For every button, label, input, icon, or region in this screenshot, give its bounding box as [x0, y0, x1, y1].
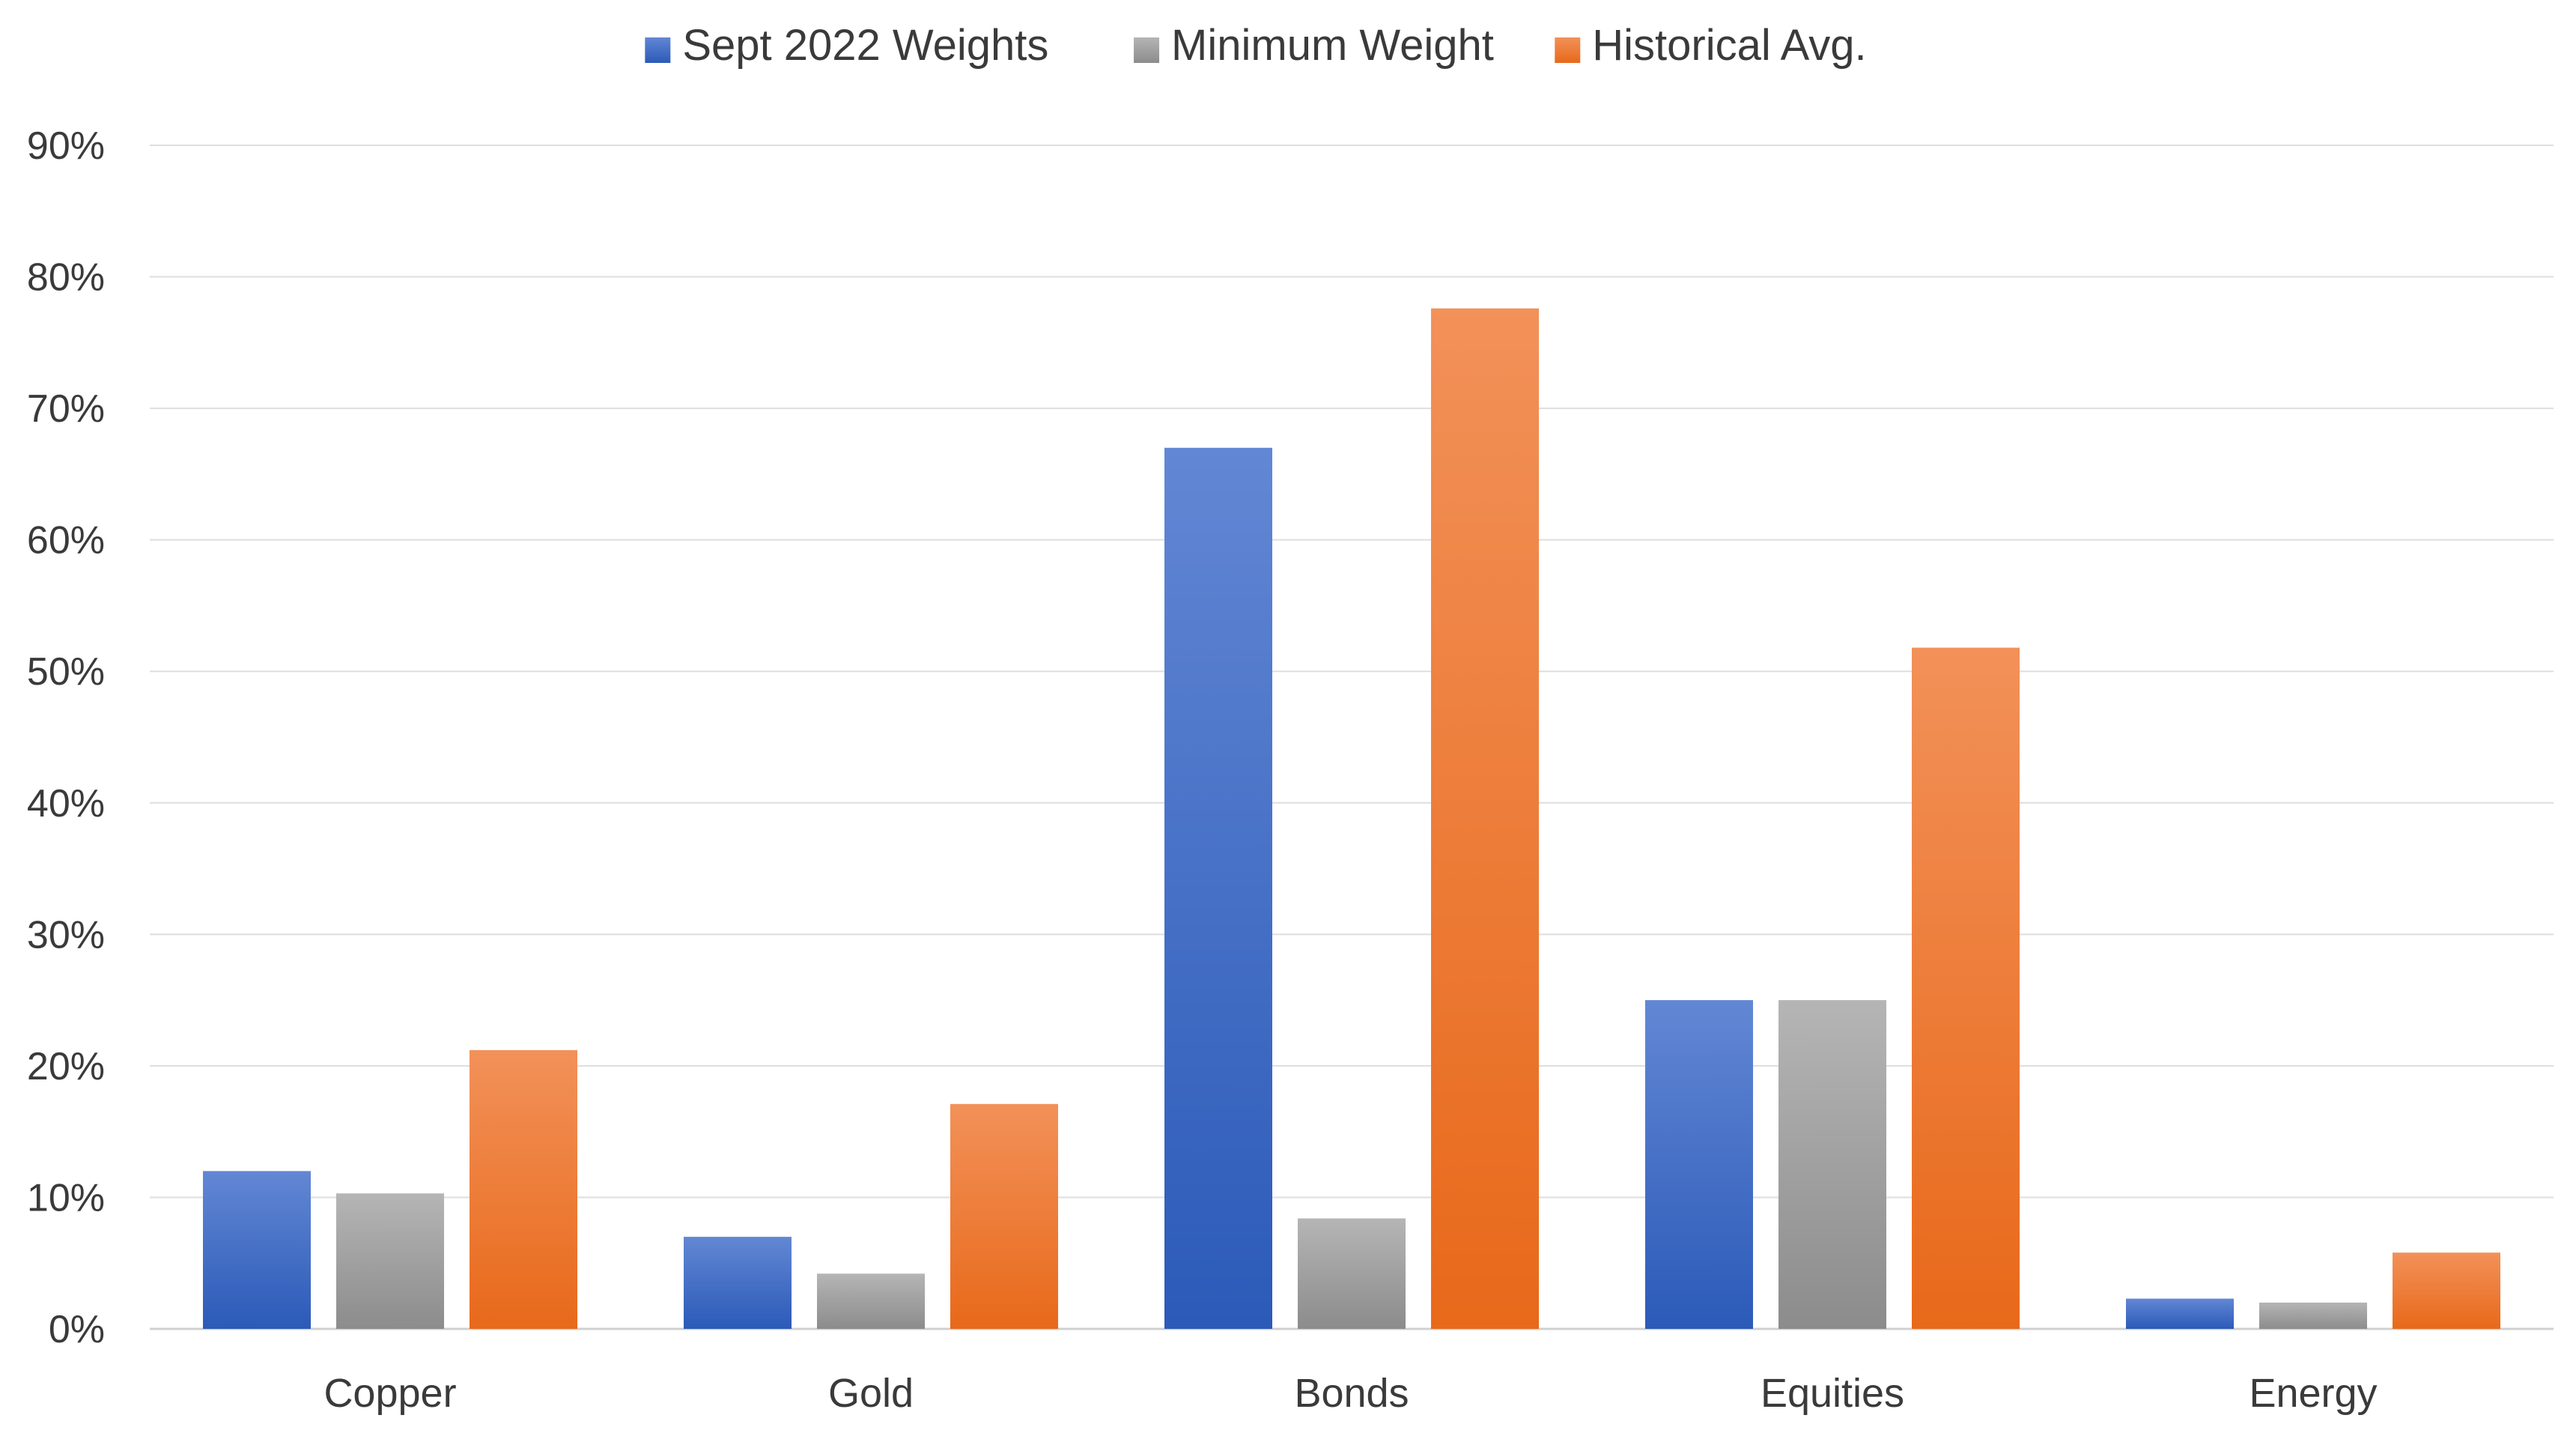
y-tick-label: 80% [27, 256, 105, 300]
bar-gold-series-3 [950, 1103, 1058, 1329]
bars [203, 308, 2500, 1329]
legend-item: Historical Avg. [1555, 21, 1867, 70]
y-tick-label: 30% [27, 913, 105, 957]
bar-energy-series-3 [2393, 1252, 2500, 1329]
bar-gold-series-1 [684, 1237, 792, 1329]
y-tick-label: 60% [27, 519, 105, 563]
legend-swatch [645, 37, 671, 63]
legend-item: Sept 2022 Weights [645, 21, 1048, 70]
y-tick-label: 70% [27, 387, 105, 431]
bar-bonds-series-1 [1164, 447, 1272, 1329]
bar-gold-series-2 [817, 1273, 925, 1329]
bar-equities-series-1 [1645, 1000, 1753, 1329]
y-tick-label: 20% [27, 1045, 105, 1088]
y-tick-label: 90% [27, 124, 105, 168]
bar-energy-series-2 [2259, 1302, 2367, 1329]
bar-equities-series-2 [1778, 1000, 1886, 1329]
x-axis-ticks: Copper Gold Bonds Equities Energy [323, 1371, 2377, 1416]
x-tick-label: Equities [1761, 1371, 1904, 1416]
legend-swatch [1555, 37, 1581, 63]
bar-copper-series-2 [336, 1193, 444, 1329]
bar-copper-series-1 [203, 1171, 311, 1329]
x-tick-label: Gold [828, 1371, 914, 1416]
y-tick-label: 40% [27, 782, 105, 825]
bar-bonds-series-3 [1431, 308, 1539, 1329]
x-tick-label: Copper [323, 1371, 456, 1416]
legend-swatch [1134, 37, 1160, 63]
y-tick-label: 50% [27, 650, 105, 694]
y-tick-label: 10% [27, 1176, 105, 1220]
legend-label: Sept 2022 Weights [682, 21, 1048, 70]
y-tick-label: 0% [49, 1308, 105, 1351]
legend-item: Minimum Weight [1134, 21, 1494, 70]
y-axis-ticks: 0% 10% 20% 30% 40% 50% 60% 70% 80% 90% [27, 124, 105, 1351]
bar-copper-series-3 [470, 1049, 577, 1329]
x-tick-label: Energy [2249, 1371, 2377, 1416]
legend-label: Historical Avg. [1592, 21, 1866, 70]
x-tick-label: Bonds [1294, 1371, 1409, 1416]
legend-label: Minimum Weight [1171, 21, 1494, 70]
legend: Sept 2022 Weights Minimum Weight Historica… [645, 21, 1867, 70]
bar-energy-series-1 [2126, 1298, 2234, 1329]
bar-equities-series-3 [1912, 647, 2020, 1329]
bar-bonds-series-2 [1298, 1218, 1406, 1329]
